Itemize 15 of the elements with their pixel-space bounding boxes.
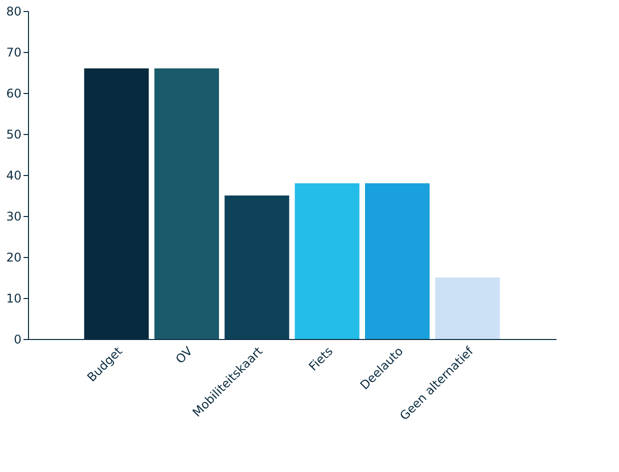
x-tick-label: OV: [172, 344, 196, 366]
y-tick-label: 10: [6, 292, 22, 306]
y-tick-label: 70: [6, 46, 22, 60]
y-tick-label: 80: [6, 4, 22, 18]
y-tick-label: 30: [6, 210, 22, 224]
y-tick-label: 50: [6, 128, 22, 142]
y-tick-label: 60: [6, 86, 22, 100]
bar: [224, 196, 290, 339]
y-tick-label: 0: [14, 332, 22, 346]
y-tick-label: 40: [6, 168, 22, 182]
bar: [294, 183, 360, 339]
bar: [365, 183, 430, 339]
y-tick-label: 20: [6, 250, 22, 264]
bar: [435, 278, 500, 339]
bar: [154, 68, 219, 339]
